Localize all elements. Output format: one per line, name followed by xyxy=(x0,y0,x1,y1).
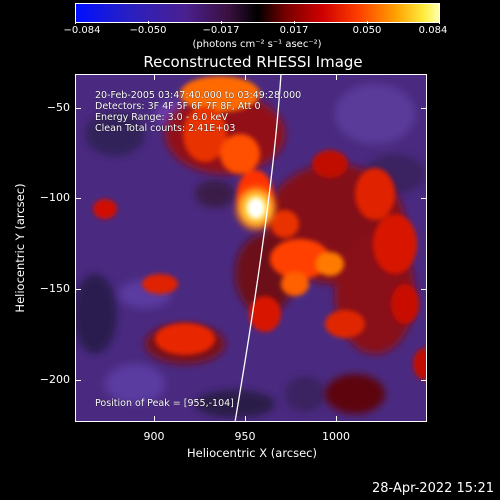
x-tick-label: 950 xyxy=(234,430,256,443)
y-tickmark xyxy=(75,198,81,199)
y-axis-label: Heliocentric Y (arcsec) xyxy=(13,183,27,313)
y-tickmark xyxy=(75,380,81,381)
colorbar-tickmark xyxy=(367,21,368,24)
colorbar-tickmark xyxy=(75,21,76,24)
info-time-range: 20-Feb-2005 03:47:40.000 to 03:49:28.000 xyxy=(95,90,302,101)
y-tick-label: −200 xyxy=(39,373,70,386)
x-axis-label: Heliocentric X (arcsec) xyxy=(187,446,317,460)
info-detectors: Detectors: 3F 4F 5F 6F 7F 8F, Att 0 xyxy=(95,101,261,112)
colorbar xyxy=(75,3,440,23)
info-peak-position: Position of Peak = [955,-104] xyxy=(95,398,234,409)
y-tickmark xyxy=(421,289,427,290)
y-tick-label: −50 xyxy=(46,101,70,114)
x-tickmark xyxy=(245,416,246,422)
timestamp: 28-Apr-2022 15:21 xyxy=(372,481,494,496)
x-tickmark xyxy=(154,74,155,80)
y-tickmark xyxy=(421,198,427,199)
plot-title: Reconstructed RHESSI Image xyxy=(143,53,363,71)
colorbar-tick-label: 0.050 xyxy=(352,25,382,36)
colorbar-tickmark xyxy=(439,21,440,24)
solar-limb xyxy=(234,74,282,422)
y-tick-label: −100 xyxy=(39,191,70,204)
colorbar-tick-label: 0.017 xyxy=(279,25,309,36)
y-tickmark xyxy=(75,108,81,109)
colorbar-tickmark xyxy=(148,21,149,24)
colorbar-tick-label: −0.017 xyxy=(202,25,240,36)
y-tickmark xyxy=(421,108,427,109)
info-total-counts: Clean Total counts: 2.41E+03 xyxy=(95,123,236,134)
x-tickmark xyxy=(336,74,337,80)
rhessi-image xyxy=(75,74,427,422)
y-tickmark xyxy=(421,380,427,381)
colorbar-units: (photons cm⁻² s⁻¹ asec⁻²) xyxy=(192,39,322,50)
colorbar-tick-label: −0.084 xyxy=(63,25,101,36)
colorbar-tickmark xyxy=(221,21,222,24)
x-tickmark xyxy=(336,416,337,422)
x-tick-label: 1000 xyxy=(322,430,350,443)
x-tickmark xyxy=(154,416,155,422)
x-tickmark xyxy=(245,74,246,80)
y-tickmark xyxy=(75,289,81,290)
y-tick-label: −150 xyxy=(39,282,70,295)
x-tick-label: 900 xyxy=(143,430,165,443)
colorbar-tickmark xyxy=(294,21,295,24)
colorbar-tick-label: 0.084 xyxy=(418,25,448,36)
info-energy-range: Energy Range: 3.0 - 6.0 keV xyxy=(95,112,228,123)
colorbar-tick-label: −0.050 xyxy=(129,25,167,36)
